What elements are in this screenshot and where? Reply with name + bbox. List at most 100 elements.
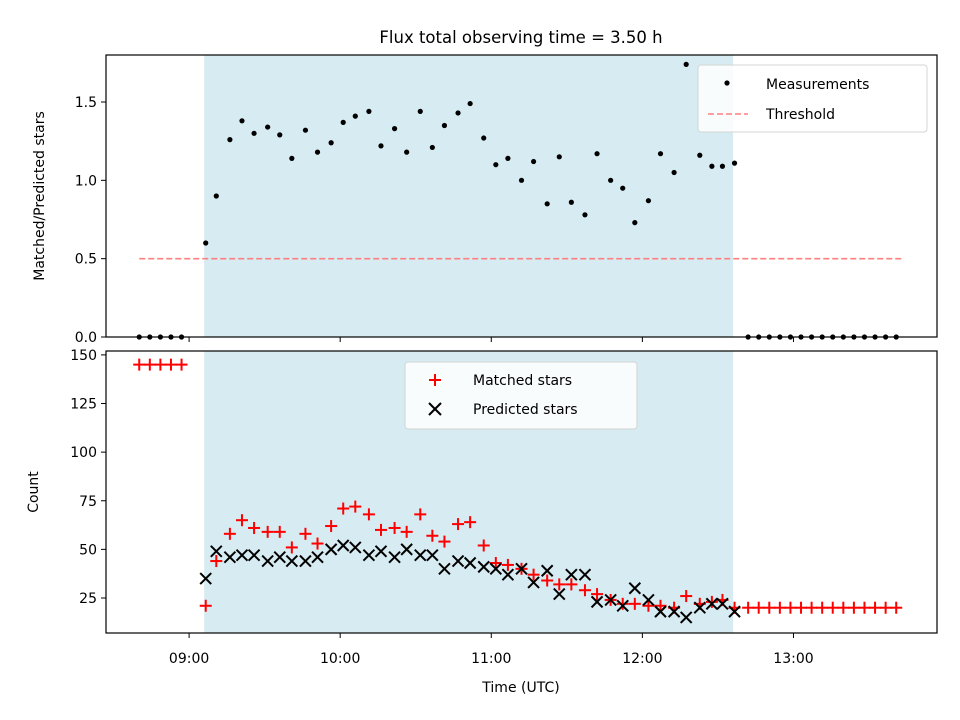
matched-star-point	[349, 500, 362, 513]
matched-star-point	[680, 590, 693, 603]
predicted-star-point	[210, 545, 223, 558]
top-legend: Measurements Threshold	[697, 64, 928, 133]
bottom-ytick-label: 50	[79, 542, 97, 558]
top-ytick-label: 0.5	[75, 252, 97, 268]
matched-star-point	[784, 601, 797, 614]
matched-star-point	[742, 601, 755, 614]
predicted-star-point	[616, 599, 629, 612]
predicted-star-point	[590, 595, 604, 609]
predicted-star-point	[642, 593, 655, 607]
legend-matched-marker	[429, 374, 441, 386]
bottom-ytick-label: 75	[79, 494, 97, 510]
predicted-star-point	[337, 539, 350, 552]
matched-star-point	[299, 527, 312, 540]
top-observing-span	[204, 55, 734, 337]
matched-star-point	[362, 508, 375, 521]
predicted-star-point	[199, 572, 212, 585]
measurement-point	[314, 149, 321, 155]
predicted-star-point	[540, 564, 554, 577]
matched-star-point	[325, 520, 338, 533]
measurement-point	[683, 61, 689, 67]
measurement-point	[556, 154, 562, 160]
matched-star-point	[795, 601, 808, 614]
predicted-star-point	[426, 548, 439, 562]
matched-star-point	[805, 601, 818, 614]
measurement-point	[289, 155, 295, 161]
predicted-star-point	[693, 601, 706, 614]
matched-star-point	[654, 599, 667, 612]
matched-star-point	[816, 601, 829, 614]
predicted-star-point	[285, 554, 299, 568]
measurement-point	[213, 193, 219, 199]
predicted-star-point	[501, 568, 515, 581]
predicted-star-point	[565, 568, 578, 581]
measurement-point	[441, 122, 448, 129]
matched-star-point	[837, 601, 850, 614]
matched-star-point	[438, 535, 451, 548]
matched-star-point	[223, 527, 236, 540]
matched-star-point	[642, 599, 655, 612]
top-panel: 0.0 0.5 1.0 1.5 Matched/Predicted stars Mea…	[32, 54, 938, 346]
predicted-star-point	[628, 582, 642, 595]
predicted-star-point	[261, 554, 274, 568]
predicted-star-point	[414, 548, 427, 562]
bottom-panel: 25 50 75 100 125 150 09:00 10:00 11:00 12:00 13:0…	[26, 348, 938, 667]
matched-star-point	[248, 521, 261, 534]
matched-star-point	[578, 584, 591, 597]
predicted-star-point	[667, 605, 681, 618]
measurement-point	[697, 152, 703, 158]
measurement-point	[671, 169, 677, 176]
matched-star-point	[143, 358, 156, 371]
legend-threshold-label: Threshold	[765, 107, 835, 123]
matched-star-point	[869, 601, 882, 614]
measurement-point	[404, 149, 410, 155]
matched-star-point	[464, 516, 477, 529]
legend-predicted-marker	[428, 402, 442, 416]
matched-star-point	[489, 556, 502, 569]
bottom-legend-box	[404, 361, 638, 430]
matched-star-point	[527, 568, 540, 581]
matched-star-point	[752, 601, 765, 614]
matched-star-point	[565, 578, 578, 591]
measurement-point	[568, 199, 574, 205]
measurement-point	[530, 158, 537, 165]
predicted-star-point	[679, 611, 693, 624]
legend-measurements-label: Measurements	[766, 77, 869, 93]
legend-matched-label: Matched stars	[473, 373, 572, 389]
measurement-point	[455, 110, 461, 116]
bottom-ytick-label: 100	[70, 445, 97, 461]
measurement-point	[608, 177, 614, 183]
xtick-label: 12:00	[622, 651, 662, 667]
measurement-point	[467, 100, 473, 107]
top-ytick-label: 1.5	[75, 95, 97, 111]
measurement-point	[227, 137, 233, 143]
predicted-star-point	[374, 545, 388, 558]
predicted-star-point	[705, 597, 719, 611]
measurement-point	[328, 140, 334, 146]
measurement-point	[518, 177, 525, 183]
bottom-panel-frame	[105, 350, 938, 634]
predicted-star-point	[451, 554, 465, 568]
matched-star-point	[311, 537, 324, 550]
measurement-point	[709, 163, 715, 169]
predicted-star-point	[489, 562, 503, 576]
measurement-point	[340, 119, 346, 125]
matched-star-point	[388, 521, 401, 534]
predicted-star-point	[349, 541, 362, 554]
predicted-star-point	[362, 548, 376, 562]
measurement-point	[239, 118, 245, 124]
predicted-star-point	[716, 597, 729, 611]
matched-star-point	[452, 518, 465, 531]
measurement-point	[251, 130, 257, 136]
measurement-point	[594, 151, 600, 157]
measurement-point	[493, 162, 499, 168]
predicted-star-point	[553, 587, 566, 601]
matched-star-point	[175, 358, 188, 371]
x-axis-label: Time (UTC)	[481, 680, 559, 696]
top-legend-box	[697, 64, 928, 133]
predicted-star-point	[299, 554, 312, 568]
bottom-legend: Matched stars Predicted stars	[404, 361, 638, 430]
matched-star-point	[235, 514, 248, 527]
matched-star-point	[616, 597, 629, 610]
measurement-point	[719, 163, 726, 169]
